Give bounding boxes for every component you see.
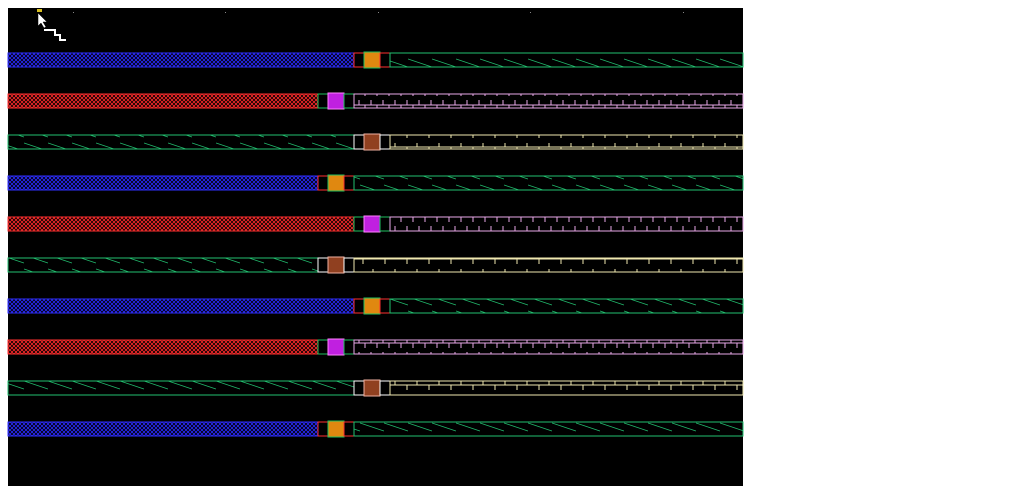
via-box: [353, 298, 365, 314]
wire-left: [7, 134, 355, 150]
wire-left: [7, 216, 355, 232]
via-box: [353, 216, 365, 232]
wire-right: [353, 339, 744, 355]
grid-dot: [378, 12, 379, 13]
wire-left: [7, 380, 355, 396]
grid-dot: [225, 12, 226, 13]
wire-right: [353, 93, 744, 109]
wire-right: [389, 216, 744, 232]
via-box: [379, 52, 391, 68]
wire-left: [7, 93, 319, 109]
wire-left: [7, 421, 319, 437]
via-box: [343, 257, 355, 273]
layout-rows: [7, 12, 744, 438]
wire-left: [7, 257, 319, 273]
cursor: [37, 9, 66, 41]
via-box: [317, 257, 329, 273]
contact: [363, 51, 381, 69]
via-box: [343, 421, 355, 437]
contact: [327, 174, 345, 192]
wire-left: [7, 339, 319, 355]
via-box: [317, 175, 329, 191]
via-box: [353, 380, 365, 396]
via-box: [353, 134, 365, 150]
wire-right: [353, 175, 744, 191]
via-box: [379, 216, 391, 232]
via-box: [343, 93, 355, 109]
contact: [327, 92, 345, 110]
wire-right: [389, 298, 744, 314]
wire-right: [389, 134, 744, 150]
wire-right: [353, 421, 744, 437]
contact: [327, 338, 345, 356]
via-box: [317, 421, 329, 437]
contact: [363, 297, 381, 315]
via-box: [379, 298, 391, 314]
contact: [363, 215, 381, 233]
contact: [327, 420, 345, 438]
grid-dot: [683, 12, 684, 13]
contact: [363, 379, 381, 397]
wire-right: [389, 380, 744, 396]
via-box: [343, 339, 355, 355]
grid-dot: [73, 12, 74, 13]
wire-left: [7, 52, 355, 68]
grid-dot: [530, 12, 531, 13]
wire-left: [7, 175, 319, 191]
via-box: [317, 93, 329, 109]
via-box: [353, 52, 365, 68]
via-box: [317, 339, 329, 355]
via-box: [379, 380, 391, 396]
layout-canvas: [8, 8, 743, 486]
via-box: [343, 175, 355, 191]
wire-left: [7, 298, 355, 314]
via-box: [379, 134, 391, 150]
wire-right: [353, 257, 744, 273]
contact: [363, 133, 381, 151]
wire-right: [389, 52, 744, 68]
contact: [327, 256, 345, 274]
